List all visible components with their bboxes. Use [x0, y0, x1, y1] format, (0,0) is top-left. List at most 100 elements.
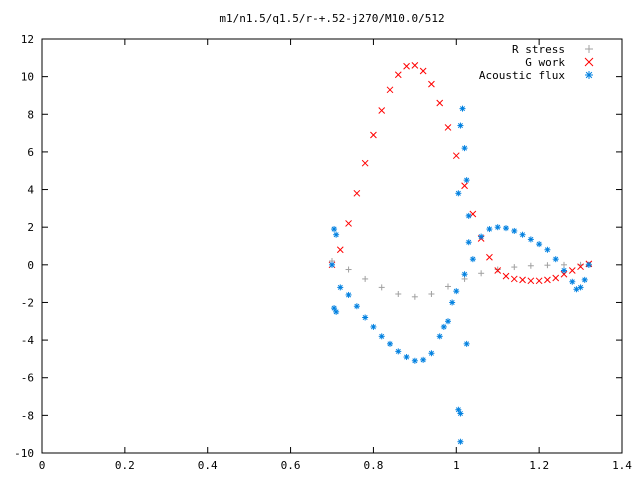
y-tick-label: 8 [27, 108, 34, 121]
data-point [395, 348, 402, 355]
data-point [419, 67, 427, 75]
data-point [440, 323, 447, 330]
axis-ticks: 0 0.2 0.4 0.6 0.8 1 1.2 1.4 -10 -8 -6 -4 -2 0 2 4 6 8 10 12 [14, 33, 632, 472]
data-point [461, 271, 468, 278]
legend-marker [584, 57, 594, 67]
data-point [544, 246, 551, 253]
legend-label: G work [525, 56, 565, 69]
data-point [387, 340, 393, 347]
data-point [519, 231, 526, 238]
data-point [428, 80, 435, 88]
data-point [511, 264, 518, 271]
data-point [561, 261, 567, 268]
data-point [461, 182, 468, 190]
data-point [457, 122, 464, 129]
data-point [581, 276, 588, 283]
data-point [535, 277, 543, 285]
chart-title: m1/n1.5/q1.5/r-+.52-j270/M10.0/512 [219, 12, 444, 25]
data-point [544, 262, 551, 269]
data-point [568, 267, 576, 274]
data-point [331, 226, 338, 233]
data-point [428, 350, 435, 357]
data-point [519, 276, 526, 284]
data-point [585, 261, 592, 268]
plot-frame [41, 38, 623, 454]
data-point [510, 275, 518, 283]
data-point [494, 266, 501, 273]
data-point [469, 256, 476, 263]
data-point [411, 357, 418, 364]
data-point [465, 239, 472, 246]
y-tick-label: 10 [21, 71, 34, 84]
data-point [378, 333, 385, 340]
data-point [459, 105, 466, 112]
data-point [463, 177, 470, 184]
x-tick-label: 1.2 [529, 459, 549, 472]
data-point [361, 159, 369, 167]
data-point [577, 263, 584, 271]
data-point [527, 262, 534, 269]
data-point [463, 340, 470, 347]
data-point [453, 288, 460, 295]
legend-label: R stress [512, 43, 565, 56]
series-layer [328, 61, 593, 445]
y-tick-label: -2 [21, 296, 34, 309]
data-point [333, 231, 340, 238]
data-point [395, 290, 402, 297]
data-point [527, 236, 534, 243]
data-point [511, 227, 518, 234]
data-point [370, 323, 377, 330]
data-point [465, 212, 472, 219]
legend-label: Acoustic flux [479, 69, 565, 82]
data-point [403, 62, 410, 70]
y-tick-label: -10 [14, 447, 34, 460]
data-point [420, 356, 427, 363]
data-point [362, 314, 369, 321]
data-point [544, 276, 551, 284]
data-point [436, 99, 444, 107]
legend-marker [585, 71, 593, 79]
data-point [445, 283, 451, 290]
data-point [444, 124, 452, 131]
y-tick-label: -6 [21, 372, 34, 385]
data-point [378, 107, 386, 114]
x-tick-label: 1 [453, 459, 460, 472]
y-tick-label: 6 [27, 146, 34, 159]
x-tick-label: 0.6 [281, 459, 301, 472]
data-point [457, 438, 464, 445]
data-point [452, 152, 460, 160]
y-tick-label: -4 [21, 334, 35, 347]
y-tick-label: 0 [27, 259, 34, 272]
data-point [428, 290, 435, 297]
y-tick-label: -8 [21, 409, 34, 422]
x-tick-label: 1.4 [612, 459, 632, 472]
data-point [370, 131, 377, 139]
y-tick-label: 4 [27, 184, 34, 197]
data-point [552, 274, 560, 282]
data-point [457, 410, 464, 417]
data-point [552, 256, 559, 263]
data-point [569, 278, 576, 285]
x-tick-label: 0.8 [363, 459, 383, 472]
data-point [336, 246, 344, 254]
data-point [478, 233, 485, 240]
y-tick-label: 2 [27, 221, 34, 234]
data-point [478, 270, 485, 277]
data-point [449, 299, 456, 306]
series-* [329, 105, 592, 445]
data-point [329, 261, 335, 268]
x-tick-label: 0.4 [198, 459, 218, 472]
data-point [411, 61, 419, 69]
data-point [436, 333, 443, 340]
data-point [337, 284, 344, 291]
data-point [378, 284, 385, 291]
data-point [461, 145, 468, 152]
y-tick-label: 12 [21, 33, 34, 46]
x-tick-label: 0 [39, 459, 46, 472]
data-point [494, 267, 502, 274]
data-point [486, 226, 493, 233]
data-point [502, 272, 510, 280]
x-tick-label: 0.2 [115, 459, 135, 472]
